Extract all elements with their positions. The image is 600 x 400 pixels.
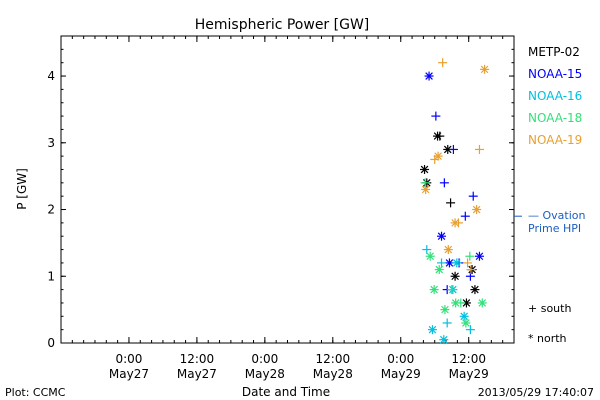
ovation-label: — Ovation	[528, 209, 586, 222]
x-tick-date-label: May27	[109, 367, 149, 381]
data-point-south	[446, 198, 456, 208]
data-point-north	[472, 205, 482, 215]
series-noaa-19	[421, 58, 490, 275]
data-point-south	[437, 258, 447, 268]
data-point-north	[434, 265, 444, 275]
data-point-north	[459, 311, 469, 321]
series-noaa-18	[420, 178, 487, 328]
y-axis: 0 1 2 3 4	[47, 48, 514, 350]
y-tick-label: 2	[47, 203, 55, 217]
data-point-north	[480, 64, 490, 74]
x-tick-time-label: 0:00	[251, 352, 278, 366]
data-point-north	[450, 271, 460, 281]
data-point-south	[465, 325, 475, 335]
legend-entry: NOAA-19	[528, 133, 582, 147]
data-point-north	[433, 151, 443, 161]
data-point-south	[463, 258, 473, 268]
series-noaa-16	[422, 245, 475, 345]
data-point-south	[439, 178, 449, 188]
footer-source: Plot: CCMC	[5, 386, 66, 399]
data-point-south	[438, 58, 448, 68]
footer-timestamp: 2013/05/29 17:40:07	[478, 386, 594, 399]
legend: METP-02 NOAA-15 NOAA-16 NOAA-18 NOAA-19	[528, 45, 582, 147]
data-point-north	[439, 335, 449, 345]
data-point-south	[448, 144, 458, 154]
data-point-south	[454, 218, 464, 228]
x-axis: 0:00May2712:00May270:00May2812:00May280:…	[71, 36, 504, 381]
x-tick-date-label: May27	[177, 367, 217, 381]
ovation-label-2: Prime HPI	[528, 222, 581, 235]
data-point-south	[431, 111, 441, 121]
series-metp-02	[420, 131, 480, 308]
data-point-south	[422, 245, 432, 255]
data-point-north	[440, 305, 450, 315]
data-point-north	[424, 71, 434, 81]
data-point-south	[442, 318, 452, 328]
x-tick-date-label: May29	[449, 367, 489, 381]
x-tick-time-label: 12:00	[180, 352, 215, 366]
plot-frame	[60, 35, 515, 344]
data-point-north	[429, 285, 439, 295]
x-tick-date-label: May28	[313, 367, 353, 381]
data-point-north	[421, 185, 431, 194]
data-point-north	[427, 325, 437, 335]
y-tick-label: 3	[47, 136, 55, 150]
data-point-north	[452, 258, 462, 268]
legend-entry: METP-02	[528, 45, 580, 59]
data-point-south	[474, 144, 484, 154]
data-point-south	[468, 191, 478, 201]
data-point-south	[466, 265, 476, 275]
x-tick-date-label: May28	[245, 367, 285, 381]
data-point-north	[443, 245, 453, 255]
scatter-points	[420, 58, 490, 345]
y-tick-label: 4	[47, 69, 55, 83]
north-marker-legend: * north	[528, 332, 567, 345]
ovation-prime-reference: — Ovation Prime HPI	[514, 209, 586, 235]
south-marker-legend: + south	[528, 302, 571, 315]
y-tick-label: 1	[47, 269, 55, 283]
data-point-north	[437, 231, 447, 241]
data-point-north	[420, 164, 430, 174]
data-point-north	[470, 285, 480, 295]
y-axis-label: P [GW]	[15, 168, 29, 210]
legend-entry: NOAA-16	[528, 89, 582, 103]
x-tick-date-label: May29	[381, 367, 421, 381]
data-point-north	[461, 318, 471, 328]
data-point-south	[435, 131, 445, 141]
data-point-north	[451, 298, 461, 308]
x-tick-time-label: 0:00	[115, 352, 142, 366]
data-point-south	[456, 298, 466, 308]
data-point-south	[465, 251, 475, 261]
data-point-north	[425, 251, 435, 261]
data-point-south	[460, 211, 470, 221]
data-point-north	[474, 251, 484, 261]
chart-title: Hemispheric Power [GW]	[195, 17, 370, 33]
legend-entry: NOAA-18	[528, 111, 582, 125]
series-noaa-15	[424, 71, 484, 295]
x-tick-time-label: 0:00	[387, 352, 414, 366]
y-tick-label: 0	[47, 336, 55, 350]
x-tick-time-label: 12:00	[451, 352, 486, 366]
legend-entry: NOAA-15	[528, 67, 582, 81]
data-point-south	[447, 285, 457, 295]
x-tick-time-label: 12:00	[316, 352, 351, 366]
data-point-north	[477, 298, 487, 308]
x-axis-label: Date and Time	[242, 385, 330, 399]
